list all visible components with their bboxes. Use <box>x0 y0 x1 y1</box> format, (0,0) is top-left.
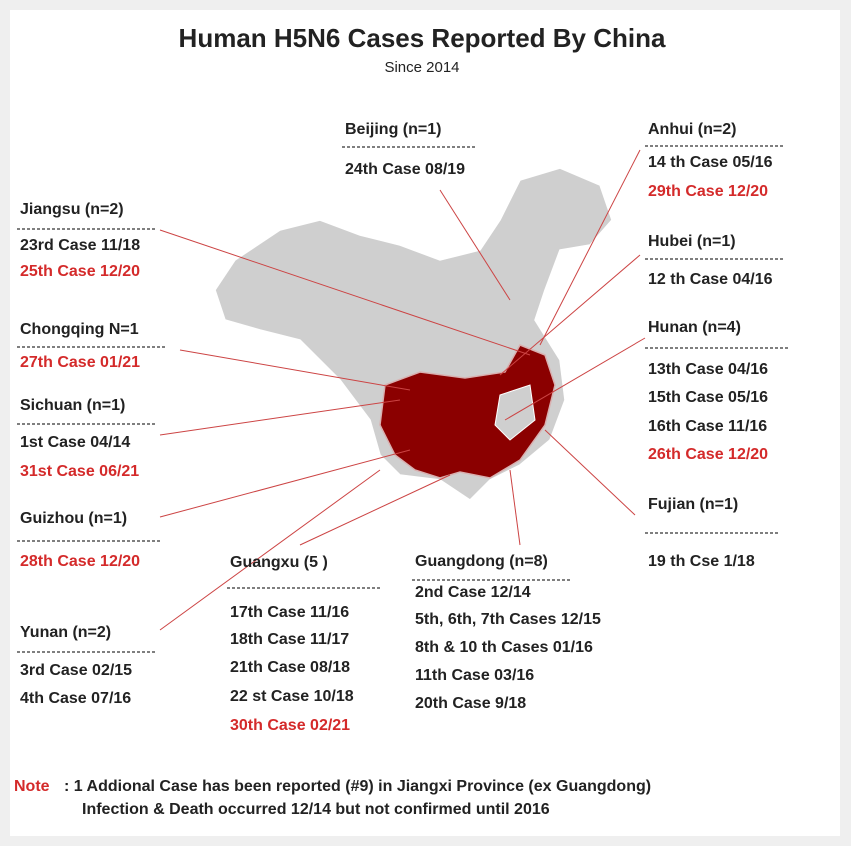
region-name: Fujian (n=1) <box>648 496 738 513</box>
region-name: Guangxu (5 ) <box>230 554 328 571</box>
case-entry: 4th Case 07/16 <box>20 690 131 707</box>
case-entry: 18th Case 11/17 <box>230 631 349 648</box>
case-entry: 25th Case 12/20 <box>20 263 140 280</box>
case-entry: 8th & 10 th Cases 01/16 <box>415 639 593 656</box>
case-entry: 1st Case 04/14 <box>20 434 130 451</box>
case-entry: 17th Case 11/16 <box>230 604 349 621</box>
case-entry: 19 th Cse 1/18 <box>648 553 755 570</box>
case-entry: 27th Case 01/21 <box>20 354 140 371</box>
region-name: Anhui (n=2) <box>648 121 736 138</box>
case-entry: 29th Case 12/20 <box>648 183 768 200</box>
case-entry: 31st Case 06/21 <box>20 463 139 480</box>
case-entry: 20th Case 9/18 <box>415 695 526 712</box>
region-name: Jiangsu (n=2) <box>20 201 124 218</box>
region-name: Hubei (n=1) <box>648 233 736 250</box>
note-line: Infection & Death occurred 12/14 but not… <box>82 801 550 818</box>
case-entry: 16th Case 11/16 <box>648 418 767 435</box>
leader-lines <box>159 149 646 631</box>
jiangxi <box>494 384 536 441</box>
region-name: Guizhou (n=1) <box>20 510 127 527</box>
case-entry: 15th Case 05/16 <box>648 389 768 406</box>
case-entry: 2nd Case 12/14 <box>415 584 531 601</box>
case-entry: 22 st Case 10/18 <box>230 688 354 705</box>
case-entry: 14 th Case 05/16 <box>648 154 773 171</box>
note-line: : 1 Addional Case has been reported (#9)… <box>64 778 651 795</box>
region-name: Sichuan (n=1) <box>20 397 125 414</box>
case-entry: 5th, 6th, 7th Cases 12/15 <box>415 611 601 628</box>
case-entry: 26th Case 12/20 <box>648 446 768 463</box>
title: Human H5N6 Cases Reported By China <box>179 23 666 53</box>
case-entry: 28th Case 12/20 <box>20 553 140 570</box>
case-entry: 30th Case 02/21 <box>230 717 350 734</box>
case-entry: 21th Case 08/18 <box>230 659 350 676</box>
region-name: Yunan (n=2) <box>20 624 111 641</box>
case-entry: 11th Case 03/16 <box>415 667 534 684</box>
case-entry: 23rd Case 11/18 <box>20 237 140 254</box>
case-entry: 3rd Case 02/15 <box>20 662 132 679</box>
region-name: Chongqing N=1 <box>20 321 139 338</box>
region-name: Hunan (n=4) <box>648 319 741 336</box>
affected-provinces <box>379 344 556 479</box>
case-entry: 24th Case 08/19 <box>345 161 465 178</box>
case-entry: 12 th Case 04/16 <box>648 271 773 288</box>
note-label: Note <box>14 778 50 795</box>
region-name: Guangdong (n=8) <box>415 553 548 570</box>
subtitle: Since 2014 <box>384 59 459 76</box>
region-name: Beijing (n=1) <box>345 121 441 138</box>
case-entry: 13th Case 04/16 <box>648 361 768 378</box>
